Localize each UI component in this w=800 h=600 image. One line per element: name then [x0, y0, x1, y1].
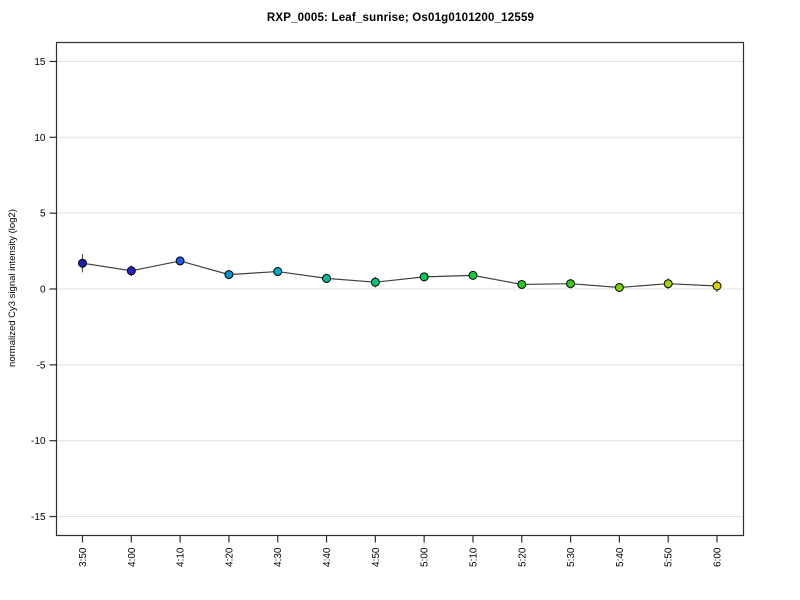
x-tick-label: 4:00 — [127, 547, 138, 567]
data-point — [419, 272, 429, 282]
x-tick-label: 6:00 — [713, 547, 724, 567]
data-point — [517, 279, 527, 289]
data-point — [273, 267, 283, 277]
data-point — [370, 277, 380, 287]
x-tick-label: 5:30 — [566, 547, 577, 567]
y-tick-label: -10 — [31, 436, 46, 447]
y-tick-label: -15 — [31, 512, 46, 523]
data-point — [712, 281, 722, 291]
data-point — [468, 270, 478, 280]
x-tick-label: 5:20 — [517, 547, 528, 567]
x-tick-label: 5:40 — [615, 547, 626, 567]
data-point — [78, 258, 87, 268]
x-tick-label: 3:50 — [78, 547, 89, 567]
x-tick-label: 4:20 — [224, 547, 235, 567]
y-tick-label: 0 — [40, 285, 46, 296]
x-tick-label: 4:50 — [371, 547, 382, 567]
data-point — [614, 282, 624, 292]
x-tick-label: 4:40 — [322, 547, 333, 567]
data-point — [224, 270, 234, 280]
series-line — [82, 260, 718, 289]
x-tick-label: 4:30 — [273, 547, 284, 567]
chart-title: RXP_0005: Leaf_sunrise; Os01g0101200_125… — [266, 12, 535, 24]
x-tick-label: 5:50 — [664, 547, 675, 567]
x-tick-label: 5:10 — [468, 547, 479, 567]
data-point — [322, 273, 332, 283]
y-tick-label: 5 — [40, 209, 46, 220]
y-tick-label: 15 — [34, 57, 46, 68]
x-tick-label: 4:10 — [176, 547, 187, 567]
data-point — [175, 256, 185, 266]
x-tick-label: 5:00 — [420, 547, 431, 567]
data-point — [566, 279, 576, 289]
data-point — [663, 279, 673, 289]
y-tick-label: -5 — [37, 360, 46, 371]
data-point — [126, 266, 136, 276]
y-tick-label: 10 — [34, 133, 46, 144]
